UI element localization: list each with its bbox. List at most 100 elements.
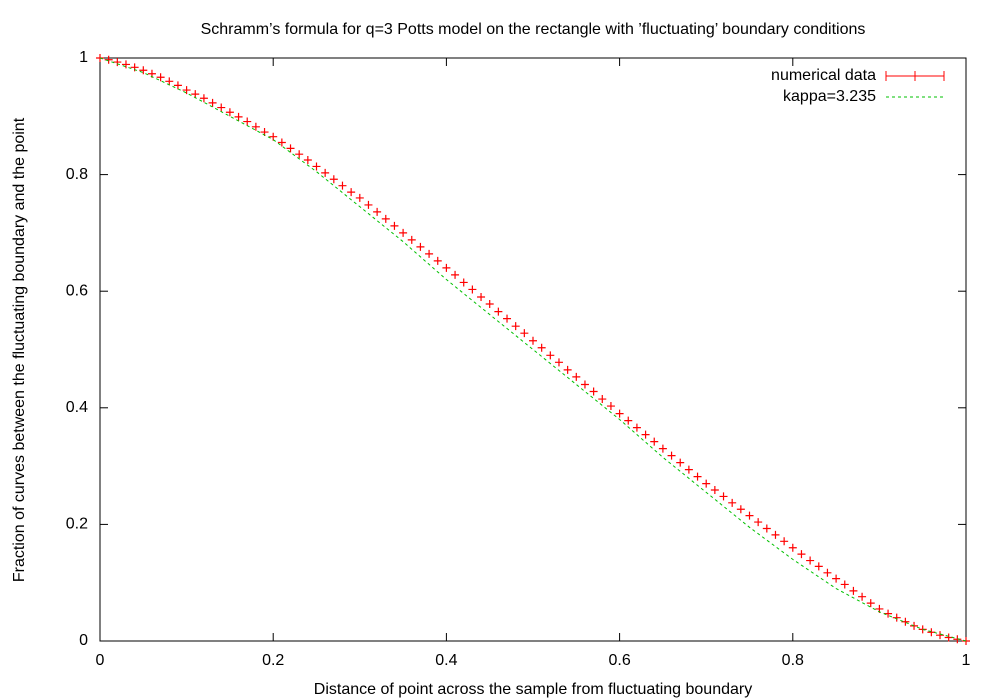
data-point xyxy=(113,58,122,67)
y-tick-label: 0.8 xyxy=(66,166,88,183)
data-point xyxy=(277,138,286,147)
data-point xyxy=(139,66,148,75)
data-point xyxy=(624,416,633,425)
data-point xyxy=(884,609,893,618)
data-point xyxy=(251,122,260,131)
data-point xyxy=(208,98,217,107)
data-point xyxy=(425,249,434,258)
data-point xyxy=(416,242,425,251)
data-point xyxy=(780,537,789,546)
data-point xyxy=(451,270,460,279)
data-point xyxy=(485,300,494,309)
chart-title: Schramm’s formula for q=3 Potts model on… xyxy=(201,21,866,38)
data-point xyxy=(823,568,832,577)
data-point xyxy=(433,256,442,265)
y-tick-label: 0 xyxy=(79,632,88,649)
data-point xyxy=(165,77,174,86)
data-point xyxy=(572,372,581,381)
data-point xyxy=(191,90,200,99)
data-point xyxy=(710,486,719,495)
data-point xyxy=(693,472,702,481)
data-point xyxy=(303,156,312,165)
data-point xyxy=(667,451,676,460)
data-point xyxy=(295,150,304,159)
data-point xyxy=(468,285,477,294)
x-tick-label: 0.6 xyxy=(608,652,630,669)
data-point xyxy=(355,193,364,202)
data-point xyxy=(321,168,330,177)
data-point xyxy=(269,132,278,141)
data-point xyxy=(684,465,693,474)
legend-label: numerical data xyxy=(771,67,876,84)
data-point xyxy=(632,423,641,432)
data-point xyxy=(520,329,529,338)
data-point xyxy=(788,543,797,552)
data-point xyxy=(849,586,858,595)
data-point xyxy=(234,112,243,121)
data-point xyxy=(858,592,867,601)
y-axis-label: Fraction of curves between the fluctuati… xyxy=(11,117,28,582)
data-point xyxy=(511,322,520,331)
data-point xyxy=(225,108,234,117)
data-point xyxy=(338,181,347,190)
data-point xyxy=(728,498,737,507)
x-tick-label: 0.8 xyxy=(782,652,804,669)
data-point xyxy=(173,81,182,90)
data-point xyxy=(806,556,815,565)
data-point xyxy=(944,633,953,642)
data-point xyxy=(814,562,823,571)
data-point xyxy=(589,387,598,396)
data-point xyxy=(399,228,408,237)
x-tick-label: 0 xyxy=(96,652,105,669)
data-point xyxy=(347,188,356,197)
data-point xyxy=(477,293,486,302)
x-axis-label: Distance of point across the sample from… xyxy=(314,681,752,698)
x-tick-label: 0.4 xyxy=(435,652,457,669)
data-point xyxy=(580,380,589,389)
plot-frame xyxy=(99,57,967,642)
data-point xyxy=(312,162,321,171)
data-point xyxy=(329,175,338,184)
data-point xyxy=(866,599,875,608)
data-point xyxy=(892,613,901,622)
data-point xyxy=(199,94,208,103)
data-point xyxy=(606,402,615,411)
data-point xyxy=(503,314,512,323)
data-point xyxy=(243,117,252,126)
data-point xyxy=(676,458,685,467)
data-point xyxy=(702,479,711,488)
data-point xyxy=(442,263,451,272)
data-point xyxy=(182,86,191,95)
data-point xyxy=(286,144,295,153)
data-point xyxy=(797,550,806,559)
data-point xyxy=(754,518,763,527)
data-point xyxy=(840,580,849,589)
data-point xyxy=(563,365,572,374)
data-point xyxy=(641,430,650,439)
data-point xyxy=(373,207,382,216)
data-point xyxy=(832,574,841,583)
data-point xyxy=(762,524,771,533)
data-point xyxy=(529,336,537,345)
data-point xyxy=(390,221,399,230)
y-tick-label: 0.6 xyxy=(66,282,88,299)
data-point xyxy=(459,278,468,287)
data-point xyxy=(121,60,130,69)
legend-swatch xyxy=(885,71,945,81)
data-point xyxy=(658,444,667,453)
data-point xyxy=(736,505,745,514)
data-point xyxy=(927,628,936,637)
data-point xyxy=(936,631,945,640)
fit-line xyxy=(99,57,967,642)
data-point xyxy=(407,235,416,244)
data-point xyxy=(650,437,659,446)
data-point xyxy=(598,395,607,404)
x-tick-label: 0.2 xyxy=(262,652,284,669)
data-point xyxy=(771,530,780,539)
data-point xyxy=(364,200,373,209)
data-point xyxy=(745,511,754,520)
x-tick-label: 1 xyxy=(962,652,971,669)
data-point xyxy=(901,617,910,626)
legend-label: kappa=3.235 xyxy=(783,88,876,105)
data-point xyxy=(381,214,390,223)
